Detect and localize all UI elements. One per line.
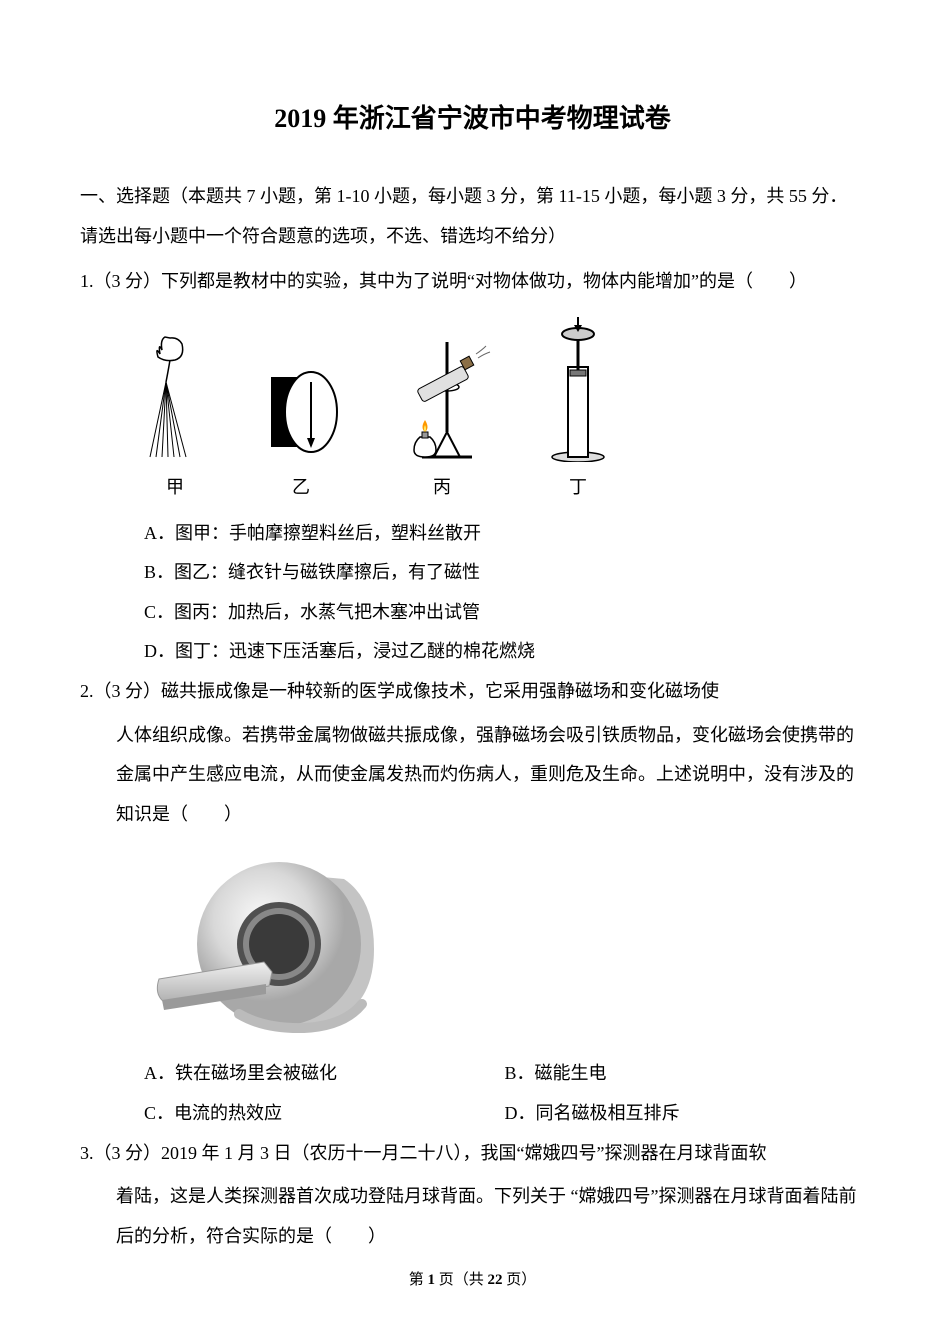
q1-label-ding: 丁	[569, 468, 587, 508]
q2-option-a: A．铁在磁场里会被磁化	[144, 1054, 505, 1094]
q2-option-d: D．同名磁极相互排斥	[505, 1094, 866, 1134]
q1-fig-jia: 甲	[130, 332, 220, 508]
q2-stem-line1: 2.（3 分）磁共振成像是一种较新的医学成像技术，它采用强静磁场和变化磁场使	[80, 672, 865, 712]
hand-figure-icon	[130, 332, 220, 462]
page-footer: 第 1 页（共 22 页）	[0, 1264, 945, 1297]
section-header: 一、选择题（本题共 7 小题，第 1-10 小题，每小题 3 分，第 11-15…	[80, 177, 865, 256]
q1-option-b: B．图乙：缝衣针与磁铁摩擦后，有了磁性	[80, 553, 865, 593]
q1-fig-ding: 丁	[538, 312, 618, 508]
mri-machine-icon	[144, 844, 384, 1044]
q3-stem-line1: 3.（3 分）2019 年 1 月 3 日（农历十一月二十八），我国“嫦娥四号”…	[80, 1134, 865, 1174]
q1-fig-bing: 丙	[382, 332, 502, 508]
q2-options: A．铁在磁场里会被磁化 B．磁能生电 C．电流的热效应 D．同名磁极相互排斥	[80, 1054, 865, 1133]
q1-fig-yi: 乙	[256, 362, 346, 508]
q1-label-bing: 丙	[433, 468, 451, 508]
page-title: 2019 年浙江省宁波市中考物理试卷	[80, 90, 865, 147]
q2-option-c: C．电流的热效应	[144, 1094, 505, 1134]
q2-option-b: B．磁能生电	[505, 1054, 866, 1094]
q1-label-jia: 甲	[166, 468, 184, 508]
q1-figures: 甲 乙 丙	[80, 312, 865, 508]
q2-figure	[80, 844, 865, 1044]
q1-option-a: A．图甲：手帕摩擦塑料丝后，塑料丝散开	[80, 514, 865, 554]
footer-page: 1	[427, 1272, 435, 1288]
q1-option-d: D．图丁：迅速下压活塞后，浸过乙醚的棉花燃烧	[80, 632, 865, 672]
q1-option-c: C．图丙：加热后，水蒸气把木塞冲出试管	[80, 593, 865, 633]
footer-prefix: 第	[409, 1272, 428, 1288]
q3-stem-line2: 着陆，这是人类探测器首次成功登陆月球背面。下列关于 “嫦娥四号”探测器在月球背面…	[80, 1177, 865, 1256]
q1-stem: 1.（3 分）下列都是教材中的实验，其中为了说明“对物体做功，物体内能增加”的是…	[80, 262, 865, 302]
magnet-figure-icon	[256, 362, 346, 462]
burner-figure-icon	[382, 332, 502, 462]
footer-middle: 页（共	[435, 1272, 488, 1288]
q1-label-yi: 乙	[292, 468, 310, 508]
piston-figure-icon	[538, 312, 618, 462]
q2-stem-line2: 人体组织成像。若携带金属物做磁共振成像，强静磁场会吸引铁质物品，变化磁场会使携带…	[80, 716, 865, 835]
footer-total: 22	[488, 1272, 503, 1288]
footer-suffix: 页）	[503, 1272, 537, 1288]
